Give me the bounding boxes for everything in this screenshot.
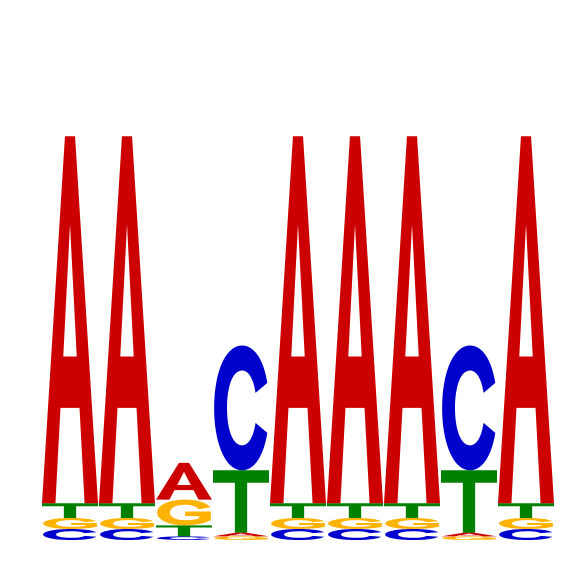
letter-t — [270, 503, 326, 518]
logo-column-8 — [441, 345, 497, 540]
letter-c — [271, 528, 325, 540]
letter-t — [498, 503, 554, 518]
letter-a — [441, 532, 497, 537]
letter-g — [100, 517, 154, 529]
letter-g — [442, 536, 496, 540]
letter-t — [213, 470, 269, 533]
letter-a — [99, 136, 155, 504]
logo-column-4 — [213, 345, 269, 540]
letter-g — [157, 499, 211, 526]
letter-t — [156, 525, 212, 537]
letter-c — [499, 528, 553, 540]
logo-column-6 — [327, 136, 383, 540]
letter-c — [43, 528, 97, 540]
letter-g — [43, 517, 97, 529]
letter-c — [385, 528, 439, 540]
letter-t — [99, 503, 155, 518]
letter-g — [271, 517, 325, 529]
letter-c — [442, 345, 496, 471]
logo-column-9 — [498, 136, 554, 540]
letter-g — [499, 517, 553, 529]
letter-g — [214, 536, 268, 540]
letter-c — [100, 528, 154, 540]
letter-g — [385, 517, 439, 529]
logo-column-3 — [156, 462, 212, 540]
letter-c — [328, 528, 382, 540]
letter-c — [157, 536, 211, 540]
logo-column-5 — [270, 136, 326, 540]
letter-c — [214, 345, 268, 471]
letter-t — [384, 503, 440, 518]
letter-a — [498, 136, 554, 504]
letter-t — [42, 503, 98, 518]
letter-t — [441, 470, 497, 533]
letter-a — [156, 462, 212, 500]
logo-stacks — [42, 136, 554, 540]
letter-a — [42, 136, 98, 504]
letter-a — [270, 136, 326, 504]
logo-column-7 — [384, 136, 440, 540]
logo-column-1 — [42, 136, 98, 540]
logo-column-2 — [99, 136, 155, 540]
letter-a — [327, 136, 383, 504]
letter-g — [328, 517, 382, 529]
letter-t — [327, 503, 383, 518]
letter-a — [384, 136, 440, 504]
letter-a — [213, 532, 269, 537]
